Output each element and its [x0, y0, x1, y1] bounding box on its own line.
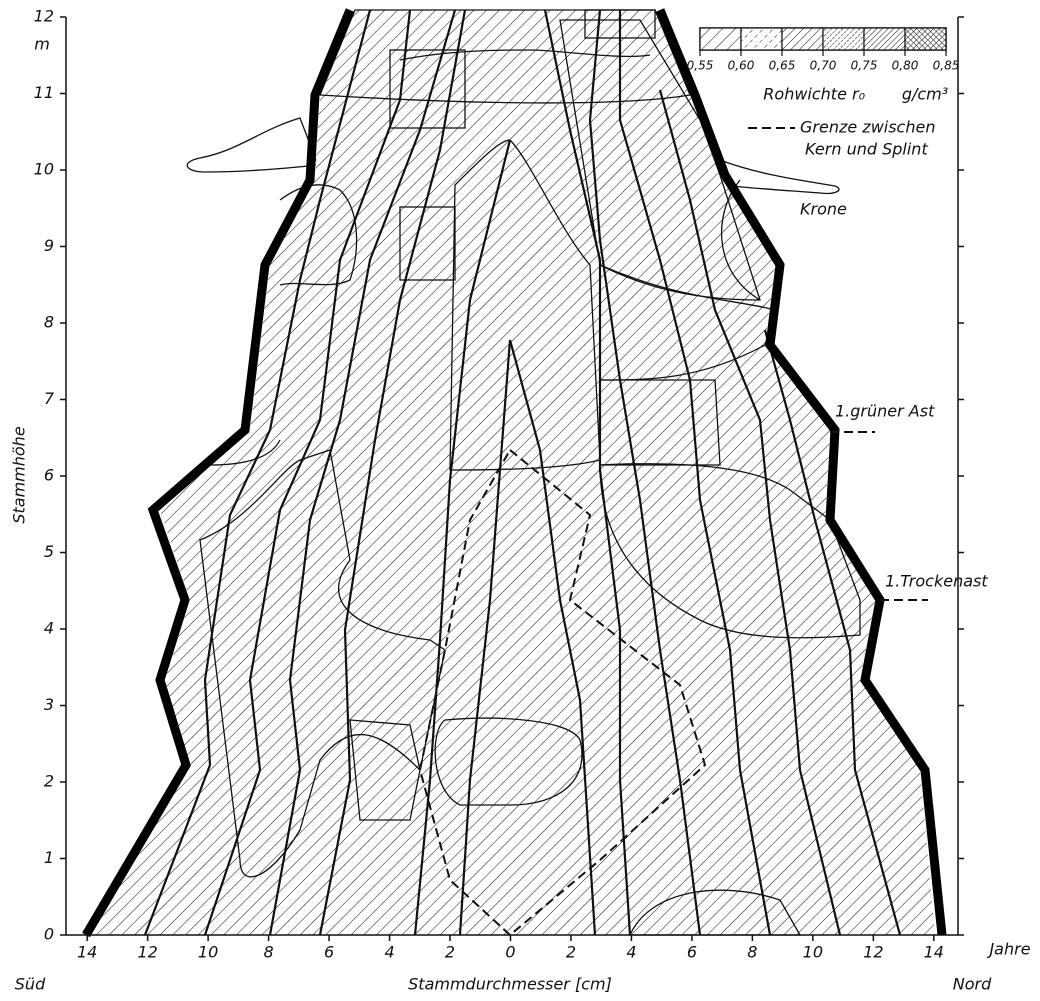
- ring-line: [268, 9, 457, 936]
- density-region: [349, 719, 421, 821]
- ring-line: [143, 9, 372, 936]
- y-tick-label: 5: [44, 542, 54, 561]
- kern-boundary: [418, 448, 707, 937]
- ring-line: [658, 89, 842, 936]
- y-tick-label: 6: [44, 466, 54, 485]
- ring-line: [588, 9, 702, 936]
- density-region: [599, 463, 861, 639]
- y-axis-label: Stammhöhe: [10, 426, 29, 523]
- annotation: Krone: [800, 200, 847, 219]
- y-tick-label: 3: [44, 695, 54, 714]
- x-tick-label: 4: [626, 943, 636, 962]
- y-tick-label: 8: [44, 313, 54, 332]
- x-tick-label: 0: [505, 943, 515, 962]
- branch: [186, 117, 319, 173]
- legend-label: 0,70: [810, 59, 837, 73]
- stem-outline: [82, 8, 355, 938]
- legend-swatch: [863, 27, 906, 51]
- stem-region: [88, 10, 935, 935]
- legend-swatch: [822, 27, 865, 51]
- y-tick-label: 2: [44, 772, 54, 791]
- x-tick-label: 14: [77, 943, 97, 962]
- x-tick-label: 4: [384, 943, 394, 962]
- y-tick-label: 1: [44, 848, 54, 867]
- branch: [719, 158, 840, 195]
- density-region: [449, 139, 601, 471]
- legend-label: 0,55: [687, 59, 714, 73]
- legend-label: 0,80: [892, 59, 919, 73]
- legend-swatch: [699, 27, 742, 51]
- ring-line: [399, 49, 651, 61]
- y-tick-label: 9: [44, 236, 54, 255]
- density-region: [389, 49, 466, 129]
- y-tick-label: 0: [44, 925, 54, 944]
- legend-label: 0,75: [851, 59, 878, 73]
- y-tick-label: 11: [34, 83, 54, 102]
- density-region: [559, 19, 761, 301]
- ring-line: [413, 139, 512, 936]
- y-tick-label: 10: [34, 160, 54, 179]
- ring-line: [318, 9, 467, 936]
- stem: [82, 8, 947, 938]
- ring-line: [203, 9, 412, 936]
- x-tick-label: 6: [687, 943, 697, 962]
- y-tick-label: 7: [44, 389, 55, 408]
- density-region: [319, 9, 691, 104]
- x-tick-label: 8: [747, 943, 757, 962]
- density-region: [199, 449, 446, 878]
- legend-label: 0,60: [728, 59, 755, 73]
- density-region: [434, 717, 583, 806]
- legend-title: Rohwichte r₀: [763, 85, 865, 104]
- legend-swatch: [781, 27, 824, 51]
- ring-line: [763, 329, 902, 936]
- ring-line: [618, 10, 772, 936]
- ring-line: [209, 439, 281, 466]
- y-tick-label: 12: [34, 7, 54, 26]
- legend-label: 0,65: [769, 59, 796, 73]
- x-tick-label: 6: [324, 943, 334, 962]
- x-axis-label: Stammdurchmesser [cm]: [408, 975, 612, 994]
- years-label: Jahre: [986, 940, 1030, 959]
- x-tick-label: 12: [137, 943, 157, 962]
- y-unit: m: [34, 35, 50, 54]
- x-tick-label: 2: [566, 943, 576, 962]
- ring-line: [543, 9, 632, 936]
- density-region: [628, 889, 802, 936]
- boundary-note: Kern und Splint: [805, 140, 928, 159]
- x-tick-label: 10: [198, 943, 218, 962]
- density-region: [599, 264, 776, 381]
- x-tick-label: 8: [263, 943, 273, 962]
- legend-swatch: [740, 27, 783, 51]
- legend-swatch: [904, 27, 947, 51]
- annotation: 1.grüner Ast: [835, 402, 935, 421]
- ring-line: [458, 339, 597, 936]
- x-tick-label: 14: [924, 943, 944, 962]
- south-label: Süd: [15, 975, 46, 994]
- stem-outline: [655, 8, 947, 936]
- boundary-note: Grenze zwischen: [800, 118, 935, 137]
- annotation: 1.Trockenast: [885, 572, 988, 591]
- legend-label: 0,85: [933, 59, 960, 73]
- legend-unit: g/cm³: [902, 85, 948, 104]
- density-region: [399, 206, 456, 281]
- x-tick-label: 12: [863, 943, 883, 962]
- y-tick-label: 4: [44, 619, 54, 638]
- north-label: Nord: [953, 975, 992, 994]
- x-tick-label: 10: [803, 943, 823, 962]
- x-tick-label: 2: [445, 943, 455, 962]
